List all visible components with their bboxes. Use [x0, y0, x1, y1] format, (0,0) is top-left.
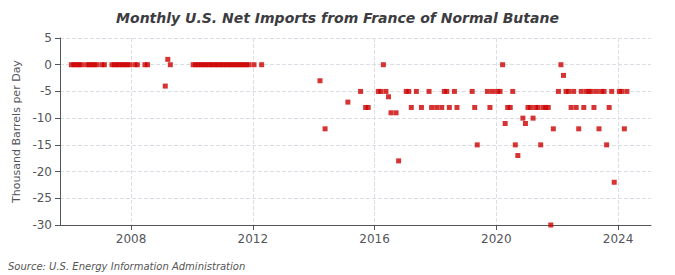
svg-text:-30: -30 — [32, 218, 52, 232]
svg-text:Thousand Barrels per Day: Thousand Barrels per Day — [10, 60, 23, 204]
svg-text:-20: -20 — [32, 165, 52, 179]
svg-text:-25: -25 — [32, 191, 52, 205]
svg-text:2012: 2012 — [237, 232, 268, 246]
svg-text:Monthly U.S. Net Imports from: Monthly U.S. Net Imports from France of … — [116, 10, 559, 26]
svg-text:2020: 2020 — [481, 232, 512, 246]
svg-text:2008: 2008 — [116, 232, 147, 246]
svg-text:5: 5 — [44, 31, 52, 45]
svg-text:0: 0 — [44, 58, 52, 72]
svg-text:2024: 2024 — [603, 232, 634, 246]
svg-text:-10: -10 — [32, 111, 52, 125]
svg-text:-5: -5 — [40, 84, 52, 98]
svg-text:2016: 2016 — [359, 232, 390, 246]
svg-text:Source: U.S. Energy Informatio: Source: U.S. Energy Information Administ… — [8, 261, 245, 272]
svg-text:-15: -15 — [32, 138, 52, 152]
